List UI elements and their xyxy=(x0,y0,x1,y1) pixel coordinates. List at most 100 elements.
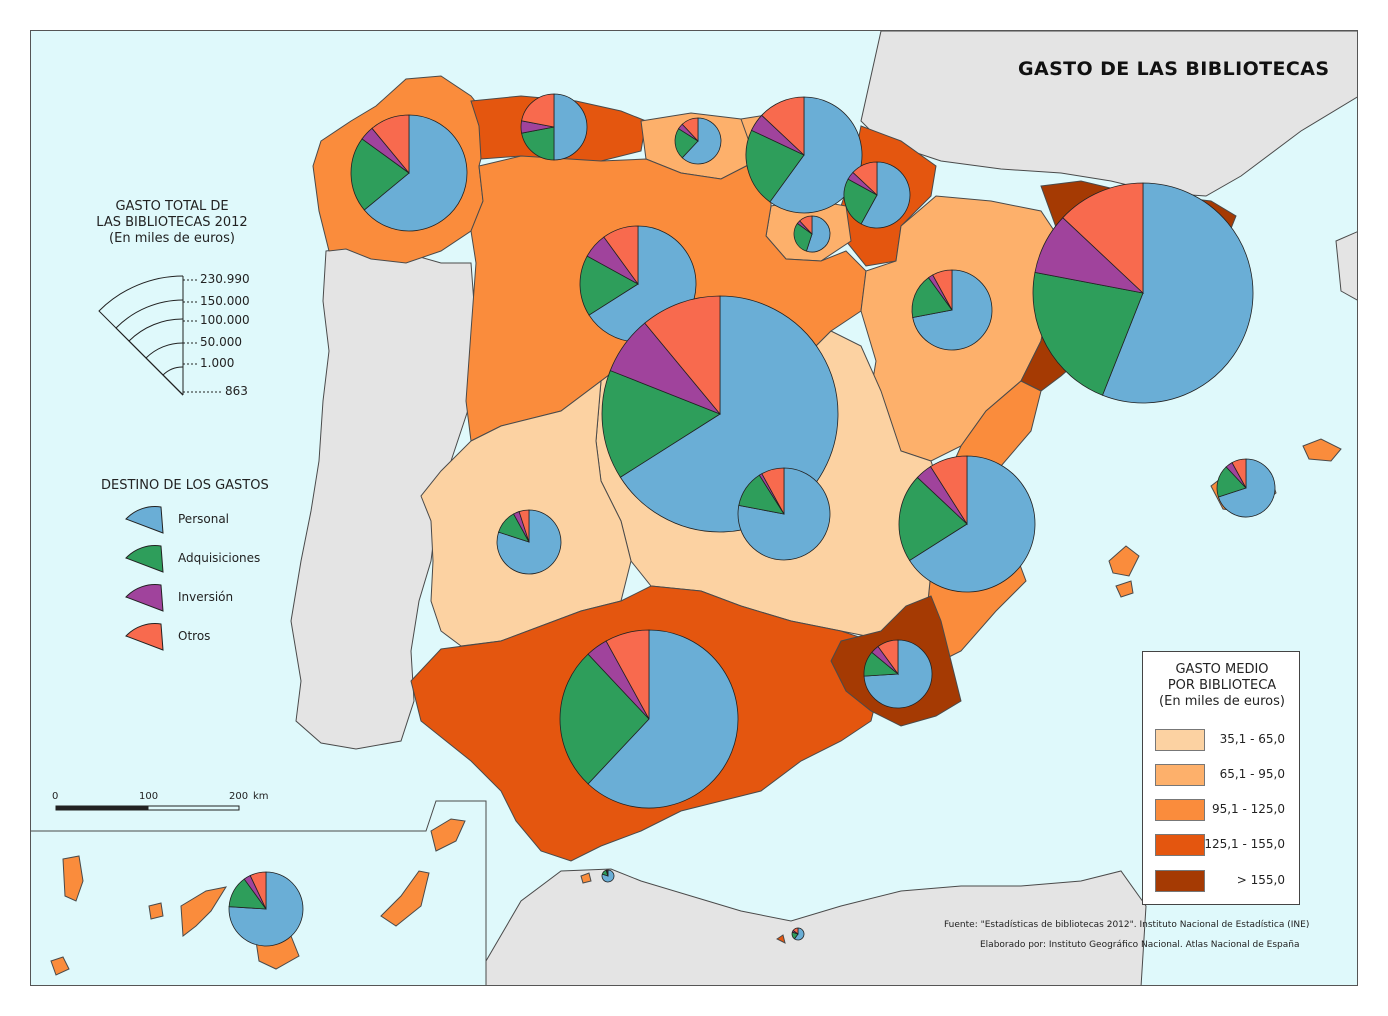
scale-tick-label: 0 xyxy=(52,791,59,802)
africa-land xyxy=(485,868,1147,985)
pie-slice xyxy=(1217,458,1276,518)
pie-slice xyxy=(793,927,805,941)
map-frame xyxy=(30,30,1358,986)
total-legend-title: GASTO TOTAL DE LAS BIBLIOTECAS 2012 (En … xyxy=(82,199,262,247)
average-legend-title-line: POR BIBLIOTECA xyxy=(1167,678,1277,693)
average-class-label: 125,1 - 155,0 xyxy=(1204,837,1285,851)
pie-slice xyxy=(605,629,650,720)
pie-slice xyxy=(249,871,267,910)
pie-slice xyxy=(1062,182,1144,294)
average-legend-row: > 155,0 xyxy=(1155,870,1295,892)
size-label: 863 xyxy=(225,384,248,398)
pie-slice xyxy=(898,476,968,561)
average-class-label: > 155,0 xyxy=(1236,873,1285,887)
average-class-label: 65,1 - 95,0 xyxy=(1219,767,1285,781)
pie-slice xyxy=(1032,271,1144,396)
canary-island xyxy=(50,956,70,976)
pie-slice xyxy=(1231,458,1247,489)
pie-slice xyxy=(518,509,530,543)
average-class-swatch xyxy=(1155,834,1205,856)
size-legend-graphic xyxy=(98,275,223,396)
total-legend-title-line: GASTO TOTAL DE xyxy=(115,199,229,214)
legend-label-inversion: Inversión xyxy=(178,590,234,604)
average-class-label: 35,1 - 65,0 xyxy=(1219,732,1285,746)
destination-legend-graphic xyxy=(125,506,164,651)
size-legend-arc xyxy=(162,366,184,396)
pie-slice xyxy=(606,869,609,877)
pie-slice xyxy=(761,467,785,515)
legend-sector-personal xyxy=(125,506,164,534)
pie-slice xyxy=(350,138,410,211)
average-legend-row: 35,1 - 65,0 xyxy=(1155,729,1295,751)
legend-label-personal: Personal xyxy=(178,512,230,526)
canary-inset-frame xyxy=(31,800,487,985)
pie-slice xyxy=(371,114,410,175)
credits-note: Elaborado por: Instituto Geográfico Naci… xyxy=(980,940,1300,950)
scale-bar-graphic xyxy=(55,805,240,811)
pie-slice xyxy=(799,215,813,236)
average-legend-title-line: GASTO MEDIO xyxy=(1175,662,1269,677)
pie-slice xyxy=(877,639,899,676)
legend-label-otros: Otros xyxy=(178,629,211,643)
region-melilla xyxy=(776,934,786,944)
portugal-land xyxy=(290,245,477,750)
pie-slice xyxy=(579,255,639,316)
canary-island xyxy=(148,902,164,920)
average-class-swatch xyxy=(1155,870,1205,892)
pie-slice xyxy=(553,93,588,161)
pie-slice xyxy=(761,96,805,156)
scale-tick-label: 200 xyxy=(229,791,249,802)
region-baleares-menorca xyxy=(1302,438,1342,462)
pie-slice xyxy=(860,161,911,229)
average-class-label: 95,1 - 125,0 xyxy=(1211,802,1285,816)
canary-island xyxy=(62,855,84,902)
map-title: GASTO DE LAS BIBLIOTECAS xyxy=(1018,58,1330,80)
size-legend-arc xyxy=(145,342,184,396)
island-foreign xyxy=(1335,231,1357,301)
pie-slice xyxy=(852,161,878,196)
pie-slice xyxy=(681,117,699,143)
pie-slice xyxy=(601,869,615,883)
average-legend-row: 95,1 - 125,0 xyxy=(1155,799,1295,821)
legend-sector-inversion xyxy=(125,584,164,612)
legend-sector-otros xyxy=(125,623,164,651)
average-legend-row: 125,1 - 155,0 xyxy=(1155,834,1295,856)
pie-slice xyxy=(792,927,799,935)
pie-slice xyxy=(603,225,639,286)
pie-slice xyxy=(587,629,739,809)
average-class-swatch xyxy=(1155,764,1205,786)
size-legend-arc xyxy=(128,318,184,396)
region-baleares-ibiza xyxy=(1108,545,1140,577)
pie-slice xyxy=(930,455,968,526)
canary-island xyxy=(380,870,430,927)
scale-unit-label: km xyxy=(253,791,269,802)
pie-charts-layer xyxy=(228,93,1276,947)
size-label: 50.000 xyxy=(200,335,242,349)
map-canvas xyxy=(31,31,1357,985)
size-legend-arc xyxy=(115,299,184,396)
pie-slice xyxy=(793,222,813,252)
size-label: 100.000 xyxy=(200,313,250,327)
pie-slice xyxy=(521,93,555,128)
region-baleares-formentera xyxy=(1115,580,1134,598)
size-label: 230.990 xyxy=(200,272,250,286)
size-legend-arc xyxy=(98,275,184,396)
average-legend-row: 65,1 - 95,0 xyxy=(1155,764,1295,786)
pie-slice xyxy=(559,653,650,785)
pie-slice xyxy=(681,117,722,165)
total-legend-title-line: LAS BIBLIOTECAS 2012 xyxy=(96,215,248,230)
size-label: 1.000 xyxy=(200,356,235,370)
legend-label-adquisiciones: Adquisiciones xyxy=(178,551,261,565)
pie-slice xyxy=(644,295,721,416)
pie-slice xyxy=(843,178,878,225)
pie-slice xyxy=(911,277,953,318)
average-legend-box: GASTO MEDIO POR BIBLIOTECA (En miles de … xyxy=(1142,651,1300,905)
pie-slice xyxy=(909,455,1036,593)
size-label: 150.000 xyxy=(200,294,250,308)
average-class-swatch xyxy=(1155,799,1205,821)
canary-island xyxy=(430,818,466,852)
pie-slice xyxy=(1101,182,1254,404)
pie-slice xyxy=(601,370,721,478)
average-legend-title-line: (En miles de euros) xyxy=(1159,694,1285,709)
pie-slice xyxy=(932,269,953,311)
